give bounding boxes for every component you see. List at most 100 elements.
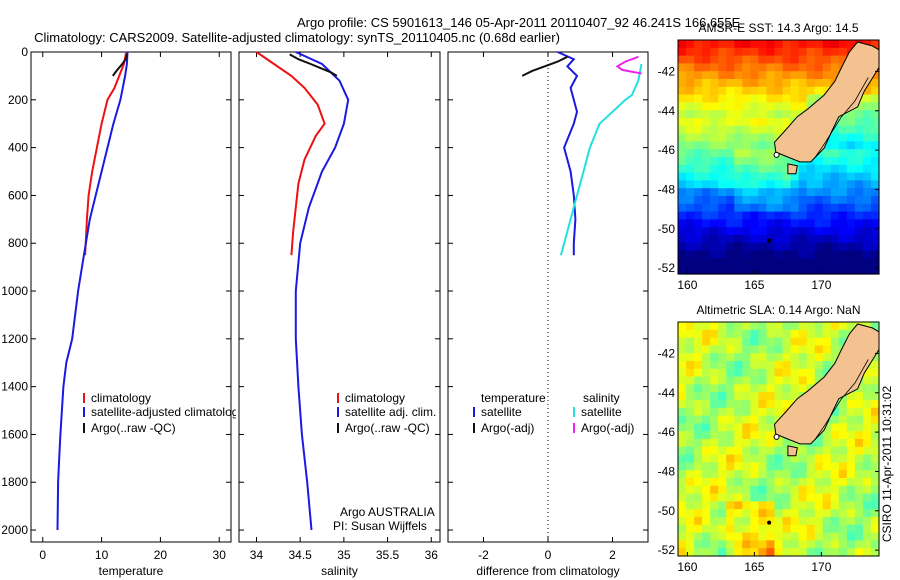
sla_map-cell bbox=[870, 540, 880, 549]
sst_map-cell bbox=[750, 250, 759, 259]
sst_map-cell bbox=[750, 242, 759, 252]
sla_map-cell bbox=[694, 345, 703, 354]
sla_map-cell bbox=[718, 478, 727, 487]
sst_map-cell bbox=[846, 164, 856, 174]
sst_map-cell bbox=[766, 157, 776, 166]
diff-legend-temperature-heading: temperature bbox=[481, 391, 546, 405]
sst_map-cell bbox=[718, 149, 727, 158]
sla_map-cell bbox=[710, 478, 719, 487]
sst_map-cell bbox=[838, 164, 848, 174]
sla_map-cell bbox=[774, 540, 784, 549]
sla_map-cell bbox=[838, 431, 848, 440]
sst_map-cell bbox=[710, 63, 719, 72]
sla_map-cell bbox=[710, 454, 719, 463]
sla_map-cell bbox=[782, 376, 792, 385]
sla_map-cell bbox=[686, 524, 695, 534]
sla_map-cell bbox=[814, 446, 824, 456]
sst_map-cell bbox=[694, 133, 703, 142]
sst_map-cell bbox=[686, 227, 695, 236]
sla_map-cell bbox=[814, 462, 824, 471]
sla_map-cell bbox=[790, 478, 800, 487]
sst_map-cell bbox=[790, 250, 800, 259]
sst_map-cell bbox=[846, 172, 856, 181]
sst_map-cell bbox=[806, 172, 816, 181]
sst_map-cell bbox=[766, 79, 776, 88]
sla_map-cell bbox=[862, 454, 872, 463]
sla_map-cell bbox=[854, 392, 864, 401]
sla_map-cell bbox=[766, 509, 776, 518]
sst_map-cell bbox=[686, 79, 695, 88]
sla_map-cell bbox=[870, 423, 880, 432]
sst_map-cell bbox=[782, 242, 792, 252]
sst_map-cell bbox=[758, 79, 768, 88]
sla_map-cell bbox=[694, 322, 703, 331]
sla_map-cell bbox=[734, 517, 743, 526]
sst_map-cell bbox=[782, 94, 792, 103]
sla_map-cell bbox=[750, 517, 759, 526]
sst_map-cell bbox=[854, 235, 864, 244]
sla-map-panel: Altimetric SLA: 0.14 Argo: NaN 160 165 170 -… bbox=[658, 303, 880, 574]
sst_map-cell bbox=[790, 227, 800, 236]
sla_map-cell bbox=[750, 462, 759, 471]
sst_map-cell bbox=[702, 125, 711, 135]
sla_map-cell bbox=[870, 501, 880, 510]
sla_map-cell bbox=[766, 353, 776, 362]
sla_map-cell bbox=[814, 329, 824, 339]
sst_map-cell bbox=[742, 258, 751, 267]
sla_map-cell bbox=[766, 376, 776, 385]
sst_map-cell bbox=[678, 188, 687, 197]
sst_map-cell bbox=[854, 219, 864, 228]
sla_map-cell bbox=[758, 485, 768, 495]
sst_map-cell bbox=[758, 86, 768, 96]
sla_map-cell bbox=[790, 493, 800, 502]
sla_map-cell bbox=[870, 470, 880, 479]
sst_map-cell bbox=[734, 180, 743, 189]
sla_map-cell bbox=[854, 470, 864, 479]
sla_map-cell bbox=[678, 493, 687, 502]
sla_map-cell bbox=[870, 524, 880, 534]
sst_map-cell bbox=[686, 266, 695, 275]
sla_map-cell bbox=[750, 493, 759, 502]
sla_map-cell bbox=[774, 454, 784, 463]
sst_map-cell bbox=[694, 118, 703, 127]
sla_map-cell bbox=[854, 540, 864, 549]
sla_map-cell bbox=[766, 524, 776, 534]
sst_map-cell bbox=[830, 133, 840, 142]
sst_map-cell bbox=[750, 258, 759, 267]
sla_map-cell bbox=[830, 423, 840, 432]
sst_map-cell bbox=[702, 141, 711, 150]
sla_map-cell bbox=[742, 501, 751, 510]
sla_map-cell bbox=[750, 439, 759, 448]
sst_map-cell bbox=[822, 141, 832, 150]
sla_map-cell bbox=[870, 493, 880, 502]
sla_map-cell bbox=[726, 532, 735, 541]
sst_map-cell bbox=[822, 79, 832, 88]
sla_map-cell bbox=[862, 532, 872, 541]
sst_map-cell bbox=[846, 125, 856, 135]
sla_map-cell bbox=[710, 524, 719, 534]
sla_map-lon-tick-label: 170 bbox=[811, 560, 831, 574]
sla_map-cell bbox=[678, 548, 687, 557]
sla_map-cell bbox=[838, 407, 848, 417]
salinity-xtick-label: 34 bbox=[250, 548, 264, 562]
sst_map-cell bbox=[862, 196, 872, 205]
sla_map-cell bbox=[846, 509, 856, 518]
sst_map-cell bbox=[694, 266, 703, 275]
sst_map-cell bbox=[862, 242, 872, 252]
sst_map-cell bbox=[718, 266, 727, 275]
sla_map-cell bbox=[758, 454, 768, 463]
sst_map-cell bbox=[790, 188, 800, 197]
sst_map-cell bbox=[726, 266, 735, 275]
sla_map-cell bbox=[782, 493, 792, 502]
sla_map-cell bbox=[814, 548, 824, 557]
sla_map-cell bbox=[734, 470, 743, 479]
sla_map-cell bbox=[790, 517, 800, 526]
sla_map-cell bbox=[726, 548, 735, 557]
sst_map-cell bbox=[702, 110, 711, 119]
sla_map-cell bbox=[758, 361, 768, 370]
sst_map-cell bbox=[734, 157, 743, 166]
sla_map-cell bbox=[830, 345, 840, 354]
difference-series-0-line bbox=[557, 51, 579, 256]
sst_map-cell bbox=[686, 63, 695, 72]
sst_map-cell bbox=[774, 242, 784, 252]
